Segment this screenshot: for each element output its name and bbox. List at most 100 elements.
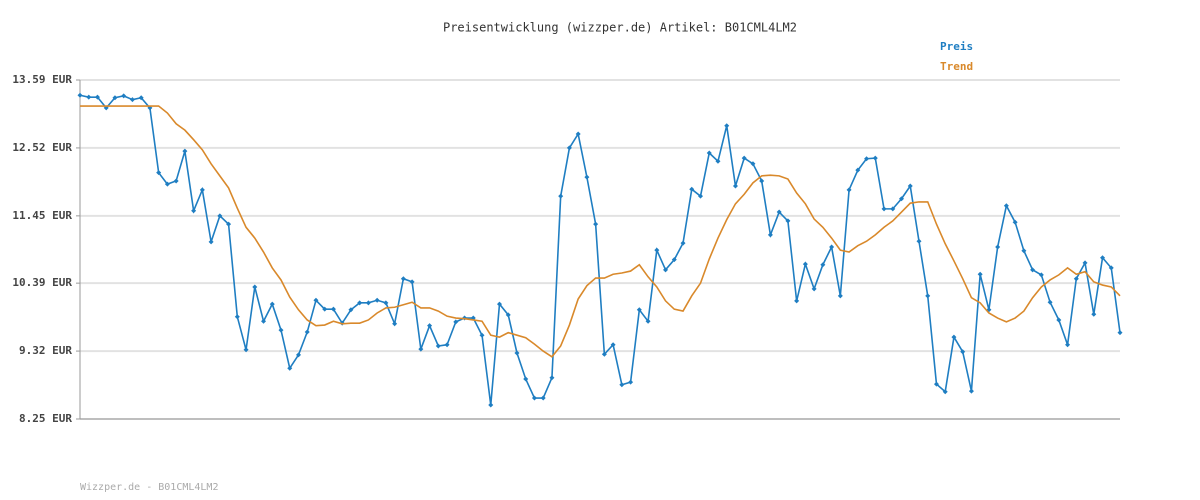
data-point (226, 221, 232, 227)
data-point (269, 301, 275, 307)
data-point (750, 161, 756, 167)
data-point (794, 298, 800, 304)
data-point (584, 174, 590, 180)
y-tick-label: 12.52 EUR (12, 141, 72, 154)
data-point (365, 300, 371, 306)
data-point (558, 193, 564, 199)
data-point (1056, 317, 1062, 323)
data-point (881, 206, 887, 212)
data-point (968, 388, 974, 394)
data-point (1117, 330, 1123, 336)
data-point (121, 93, 127, 99)
data-point (654, 247, 660, 253)
data-point (872, 155, 878, 161)
data-point (601, 351, 607, 357)
data-point (628, 379, 634, 385)
data-point (680, 240, 686, 246)
data-point (1065, 342, 1071, 348)
data-point (94, 94, 100, 100)
data-point (418, 346, 424, 352)
data-point (295, 352, 301, 358)
y-tick-label: 10.39 EUR (12, 276, 72, 289)
data-point (330, 306, 336, 312)
data-point (138, 95, 144, 101)
data-point (1082, 260, 1088, 266)
data-point (243, 347, 249, 353)
data-point (619, 382, 625, 388)
data-point (1012, 219, 1018, 225)
series-line (80, 105, 1121, 358)
data-point (864, 156, 870, 162)
data-point (942, 389, 948, 395)
data-point (732, 183, 738, 189)
data-point (663, 267, 669, 273)
data-point (173, 178, 179, 184)
data-point (977, 271, 983, 277)
data-point (304, 329, 310, 335)
data-point (689, 186, 695, 192)
data-point (496, 301, 502, 307)
chart-title: Preisentwicklung (wizzper.de) Artikel: B… (443, 21, 797, 35)
data-point (820, 262, 826, 268)
data-point (925, 293, 931, 299)
data-point (1003, 203, 1009, 209)
y-tick-label: 13.59 EUR (12, 73, 72, 86)
data-point (453, 319, 459, 325)
y-tick-label: 11.45 EUR (12, 209, 72, 222)
data-point (645, 318, 651, 324)
data-point (960, 349, 966, 355)
data-point (593, 221, 599, 227)
data-point (540, 395, 546, 401)
data-point (636, 307, 642, 313)
data-point (706, 150, 712, 156)
data-point (1030, 267, 1036, 273)
data-point (505, 312, 511, 318)
data-point (409, 279, 415, 285)
data-point (208, 239, 214, 245)
y-tick-label: 9.32 EUR (19, 344, 72, 357)
data-point (313, 297, 319, 303)
data-point (933, 381, 939, 387)
data-point (837, 293, 843, 299)
data-point (811, 286, 817, 292)
data-point (610, 342, 616, 348)
data-point (348, 307, 354, 313)
data-point (802, 261, 808, 267)
data-point (129, 97, 135, 103)
data-point (523, 376, 529, 382)
data-point (479, 332, 485, 338)
data-point (191, 208, 197, 214)
data-point (392, 321, 398, 327)
data-point (741, 155, 747, 161)
data-point (1073, 276, 1079, 282)
data-point (427, 323, 433, 329)
data-point (444, 342, 450, 348)
data-point (715, 158, 721, 164)
data-point (566, 145, 572, 151)
y-tick-label: 8.25 EUR (19, 412, 72, 425)
data-point (785, 218, 791, 224)
data-point (1047, 299, 1053, 305)
data-point (671, 257, 677, 263)
data-point (951, 334, 957, 340)
data-point (514, 350, 520, 356)
legend-label: Trend (940, 60, 973, 73)
data-point (287, 365, 293, 371)
data-point (164, 181, 170, 187)
data-point (724, 123, 730, 129)
data-point (278, 327, 284, 333)
data-point (182, 148, 188, 154)
data-point (86, 94, 92, 100)
data-point (488, 402, 494, 408)
data-point (759, 178, 765, 184)
data-point (890, 206, 896, 212)
legend-label: Preis (940, 40, 973, 53)
data-point (1021, 248, 1027, 254)
data-point (995, 244, 1001, 250)
data-point (252, 284, 258, 290)
data-point (899, 196, 905, 202)
data-point (698, 193, 704, 199)
data-point (1100, 255, 1106, 261)
data-point (531, 395, 537, 401)
data-point (383, 300, 389, 306)
